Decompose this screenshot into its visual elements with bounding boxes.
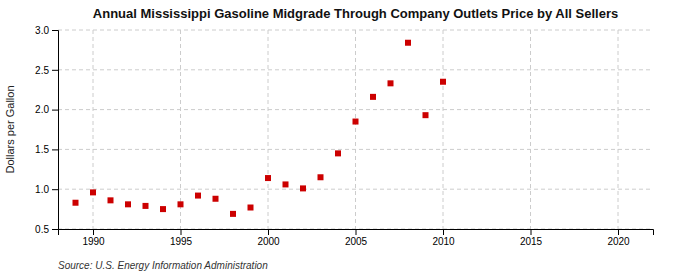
grid-line xyxy=(530,30,531,229)
tick: 1.0 xyxy=(35,184,58,195)
square-marker xyxy=(388,80,394,86)
y-axis: 0.5 1.0 1.5 2.0 2.5 3.0 xyxy=(35,25,58,235)
square-marker xyxy=(90,189,96,195)
square-marker xyxy=(195,193,201,199)
plot: 1990 1995 2000 2005 2010 2015 2020 0.5 1.0 1.5 2.0… xyxy=(35,25,653,247)
tick-mark xyxy=(181,229,182,235)
tick: 2015 xyxy=(520,229,543,247)
tick: 2000 xyxy=(257,229,280,247)
tick-mark xyxy=(93,229,94,235)
chart: 1990 1995 2000 2005 2010 2015 2020 0.5 1.0 1.5 2.0… xyxy=(0,0,675,275)
square-marker xyxy=(405,40,411,46)
square-marker xyxy=(248,205,254,211)
grid-line xyxy=(58,69,653,70)
tick-label: 2.0 xyxy=(35,104,49,115)
tick-label: 2.5 xyxy=(35,65,49,76)
tick: 2020 xyxy=(607,229,630,247)
tick-mark xyxy=(618,229,619,235)
square-marker xyxy=(213,196,219,202)
tick-label: 1.5 xyxy=(35,144,49,155)
square-marker xyxy=(440,79,446,85)
tick-mark xyxy=(356,229,357,235)
y-axis-label: Dollars per Gallon xyxy=(4,85,16,173)
tick-mark xyxy=(52,70,58,71)
source: Source: U.S. Energy Information Administ… xyxy=(58,260,268,271)
tick-label: 1990 xyxy=(82,236,105,247)
grid-line xyxy=(268,30,269,229)
tick-mark xyxy=(52,189,58,190)
tick-label: 1.0 xyxy=(35,184,49,195)
axis-line xyxy=(59,230,654,236)
tick: 3.0 xyxy=(35,25,58,36)
tick: 2.5 xyxy=(35,65,58,76)
tick: 1.5 xyxy=(35,144,58,155)
square-marker xyxy=(423,112,429,118)
tick-label: 3.0 xyxy=(35,25,49,36)
square-marker xyxy=(318,174,324,180)
tick-label: 1995 xyxy=(170,236,193,247)
tick-mark xyxy=(531,229,532,235)
tick: 2.0 xyxy=(35,104,58,115)
grid xyxy=(58,30,653,229)
tick-label: 2000 xyxy=(257,236,280,247)
tick-mark xyxy=(52,30,58,31)
tick: 1990 xyxy=(82,229,105,247)
tick: 2005 xyxy=(345,229,368,247)
title: Annual Mississippi Gasoline Midgrade Thr… xyxy=(93,6,618,21)
square-marker xyxy=(125,201,131,207)
square-marker xyxy=(160,206,166,212)
square-marker xyxy=(370,94,376,100)
tick: 0.5 xyxy=(35,224,58,235)
square-marker xyxy=(178,201,184,207)
axis-line xyxy=(52,31,59,230)
square-marker xyxy=(265,175,271,181)
tick-label: 2010 xyxy=(432,236,455,247)
tick-mark xyxy=(52,229,58,230)
tick-mark xyxy=(268,229,269,235)
tick-label: 2020 xyxy=(607,236,630,247)
square-marker xyxy=(108,197,114,203)
tick-mark xyxy=(52,149,58,150)
square-marker xyxy=(73,200,79,206)
points xyxy=(73,40,447,217)
grid-line xyxy=(355,30,356,229)
tick-label: 2005 xyxy=(345,236,368,247)
square-marker xyxy=(143,203,149,209)
square-marker xyxy=(283,181,289,187)
grid-line xyxy=(180,30,181,229)
x-axis: 1990 1995 2000 2005 2010 2015 2020 xyxy=(59,229,654,247)
grid-line xyxy=(58,189,653,190)
square-marker xyxy=(353,119,359,125)
tick: 2010 xyxy=(432,229,455,247)
square-marker xyxy=(230,211,236,217)
tick-label: 2015 xyxy=(520,236,543,247)
tick-mark xyxy=(52,110,58,111)
grid-line xyxy=(443,30,444,229)
tick-mark xyxy=(443,229,444,235)
square-marker xyxy=(300,185,306,191)
square-marker xyxy=(335,150,341,156)
grid-line xyxy=(618,30,619,229)
tick: 1995 xyxy=(170,229,193,247)
grid-line xyxy=(93,30,94,229)
tick-label: 0.5 xyxy=(35,224,49,235)
